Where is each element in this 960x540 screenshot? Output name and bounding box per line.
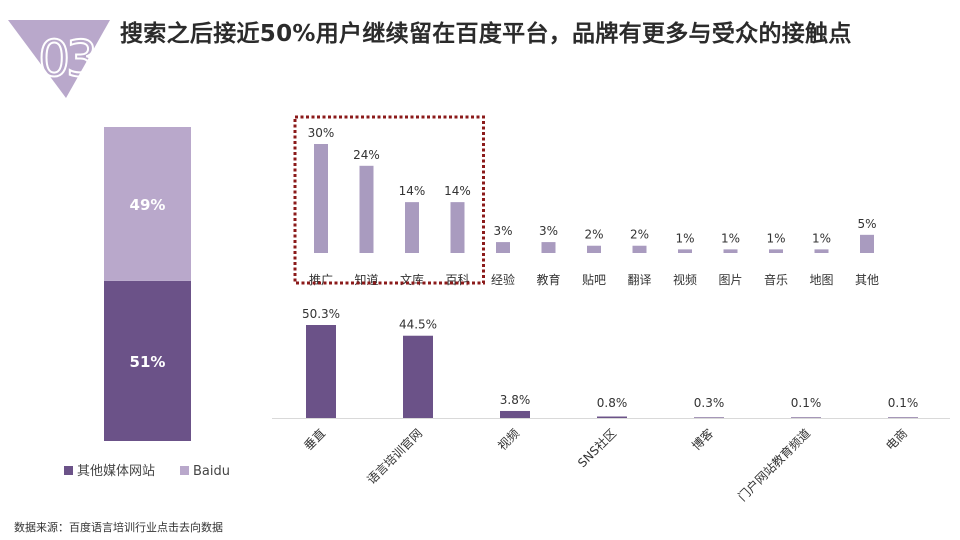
site-bar [694, 417, 724, 418]
site-bar-value-label: 0.1% [791, 396, 822, 410]
product-bar [359, 165, 374, 253]
product-category-label: 经验 [491, 272, 515, 287]
product-bar [814, 249, 829, 253]
site-category-label: SNS社区 [574, 426, 619, 471]
stacked-segment [104, 127, 191, 281]
site-bar-value-label: 3.8% [500, 393, 531, 407]
product-bar [450, 202, 465, 253]
product-bar-value-label: 1% [675, 231, 694, 245]
product-category-label: 视频 [673, 272, 697, 287]
product-category-label: 其他 [855, 273, 879, 287]
page-title: 搜索之后接近50%用户继续留在百度平台，品牌有更多与受众的接触点 [120, 21, 852, 47]
product-category-label: 贴吧 [582, 273, 606, 287]
section-number-badge: 03 [8, 20, 110, 98]
product-bar-value-label: 2% [584, 228, 603, 242]
site-bar-value-label: 44.5% [399, 318, 437, 332]
highlight-dotted-box [293, 115, 485, 285]
product-bar [678, 249, 692, 253]
product-category-label: 翻译 [627, 273, 651, 287]
product-category-label: 教育 [536, 272, 560, 287]
product-bar [723, 249, 738, 253]
site-category-label: 电商 [883, 426, 911, 454]
product-bar [587, 245, 601, 253]
product-category-label: 地图 [809, 273, 833, 287]
stacked-segment-label: 49% [130, 196, 166, 214]
site-bar-value-label: 50.3% [302, 307, 340, 321]
site-category-label: 博客 [689, 426, 717, 454]
product-bar [541, 242, 556, 253]
site-category-label: 语言培训官网 [364, 426, 426, 488]
product-category-label: 图片 [718, 273, 742, 287]
site-category-label: 垂直 [301, 426, 328, 453]
site-bar-value-label: 0.8% [597, 396, 628, 410]
legend-label: Baidu [193, 464, 230, 479]
badge-triangle [8, 20, 110, 98]
site-bar [597, 416, 627, 418]
site-category-label: 门户网站教育频道 [735, 426, 813, 504]
product-bar [496, 242, 510, 253]
section-number: 03 [38, 30, 94, 88]
product-bar-value-label: 30% [308, 126, 335, 140]
product-bar [405, 202, 419, 253]
site-bar-value-label: 0.1% [888, 396, 919, 410]
product-bar [314, 144, 328, 253]
stacked-segment [104, 280, 191, 441]
product-category-label: 音乐 [764, 272, 788, 287]
product-category-label: 知道 [354, 273, 378, 287]
product-bar-value-label: 1% [766, 231, 785, 245]
product-bar [860, 234, 874, 253]
site-bar [791, 417, 821, 418]
product-bar-value-label: 3% [493, 224, 512, 238]
site-bar [888, 417, 918, 418]
product-bar-value-label: 5% [857, 217, 876, 231]
stacked-segment-label: 51% [130, 353, 166, 371]
site-bar [500, 410, 530, 418]
product-bar-value-label: 3% [539, 224, 558, 238]
site-category-label: 视频 [495, 426, 523, 454]
source-note: 数据来源：百度语言培训行业点击去向数据 [14, 521, 223, 534]
legend-swatch [180, 466, 189, 475]
site-bar [403, 335, 433, 418]
product-bar-value-label: 2% [630, 228, 649, 242]
site-bar [306, 325, 336, 418]
legend-label: 其他媒体网站 [77, 464, 155, 479]
product-bar [632, 245, 647, 253]
product-bar-value-label: 24% [353, 148, 380, 162]
site-bar-value-label: 0.3% [694, 396, 725, 410]
product-bar [769, 249, 783, 253]
product-bar-value-label: 1% [721, 231, 740, 245]
product-bar-value-label: 14% [444, 184, 471, 198]
product-bar-value-label: 1% [812, 231, 831, 245]
product-bar-value-label: 14% [399, 184, 426, 198]
legend-swatch [64, 466, 73, 475]
